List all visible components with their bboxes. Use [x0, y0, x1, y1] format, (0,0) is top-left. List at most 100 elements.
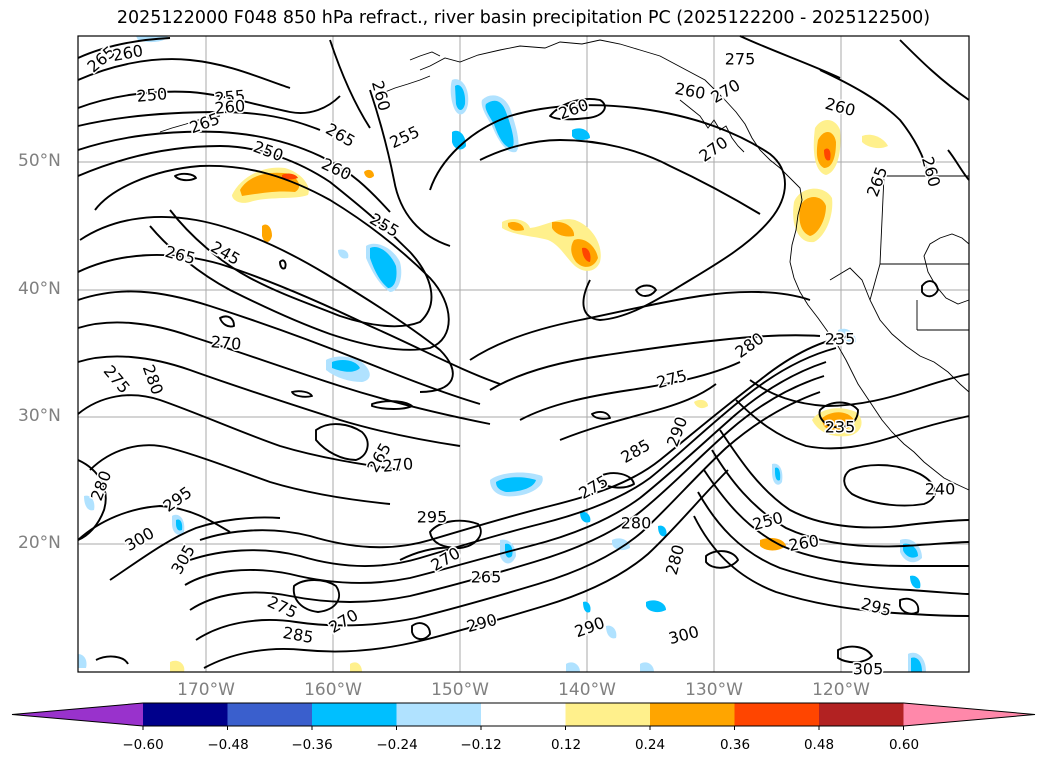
lat-label-50n: 50°N [18, 151, 61, 171]
contour-line [843, 464, 936, 507]
contour-line [899, 597, 920, 615]
contour-label: 270 [210, 332, 242, 354]
contour-line [203, 469, 729, 669]
contour-label: 275 [725, 50, 756, 69]
contour-line [693, 515, 970, 617]
contour-line [89, 444, 391, 505]
refractivity-contours [77, 35, 970, 669]
coastline-line [419, 39, 970, 491]
contour-label: 260 [214, 96, 246, 118]
border-line [869, 175, 969, 331]
precip-positive-areas [170, 119, 888, 672]
contour-line [469, 290, 811, 361]
precip-area [78, 654, 87, 668]
contour-line [77, 394, 401, 471]
contour-label: 255 [214, 86, 246, 108]
contour-line [899, 39, 970, 101]
plot-area [77, 35, 970, 673]
colorbar-segment [312, 703, 397, 726]
contour-line [95, 655, 129, 665]
coastline-line [679, 99, 745, 153]
colorbar-segment [819, 703, 904, 726]
lon-label-160w: 160°W [304, 680, 362, 700]
contour-line [369, 89, 451, 247]
contour-label: 265 [471, 568, 502, 587]
precip-area [496, 477, 536, 492]
contour-line [711, 449, 970, 548]
precip-area [824, 148, 831, 161]
precip-area [694, 399, 708, 409]
contour-line [315, 423, 369, 461]
contour-line [819, 69, 931, 183]
coastline [159, 39, 970, 491]
contour-line [77, 58, 291, 89]
precip-area [84, 495, 95, 511]
colorbar-tick-label: 0.24 [634, 737, 666, 753]
contour-label: 295 [417, 508, 448, 527]
contour-line [429, 519, 482, 549]
colorbar-segment [734, 703, 820, 726]
contour-line [195, 391, 821, 641]
colorbar [11, 702, 1036, 730]
lon-label-130w: 130°W [685, 680, 743, 700]
precip-area [606, 625, 617, 639]
colorbar-segment [227, 703, 313, 726]
contour-line [719, 429, 970, 529]
contour-label: 270 [382, 454, 414, 476]
colorbar-segment [396, 703, 482, 726]
contour-line [77, 505, 231, 541]
contour-line [189, 375, 825, 611]
coastline-line [829, 267, 970, 393]
contour-line [174, 172, 197, 182]
contour-line [109, 516, 281, 581]
contour-label: 235 [825, 418, 856, 437]
colorbar-tick-label: 0.12 [550, 737, 582, 753]
precip-area [580, 511, 591, 523]
precip-area [552, 221, 575, 237]
precip-area [262, 224, 272, 242]
contour-line [77, 130, 391, 213]
precip-area [582, 247, 591, 262]
contour-label: 235 [825, 330, 856, 349]
contour-line [77, 355, 461, 447]
colorbar-extend-min [12, 703, 143, 726]
lat-label-40n: 40°N [18, 279, 61, 299]
precip-negative-areas [78, 36, 926, 672]
contour-line [749, 373, 970, 407]
contour-line [189, 347, 837, 567]
contour-line [559, 383, 717, 441]
colorbar-tick-label: −0.36 [291, 737, 333, 753]
contour-line [199, 335, 851, 549]
contour-line [219, 315, 235, 328]
contour-line [291, 390, 313, 398]
coastline-line [409, 51, 441, 61]
contour-line [705, 550, 739, 569]
contour-line [77, 90, 341, 114]
contour-line [279, 259, 287, 270]
contour-line [591, 410, 611, 420]
colorbar-segment [143, 703, 228, 726]
colorbar-tick-label: −0.60 [122, 737, 164, 753]
contour-line [77, 254, 501, 385]
contour-line [77, 37, 171, 59]
precip-area [903, 543, 918, 558]
precip-area [911, 657, 922, 672]
contour-line [411, 622, 431, 640]
coastline-line [159, 115, 221, 133]
contour-label: 250 [136, 84, 168, 106]
contour-line [489, 334, 821, 391]
coastline-line [923, 233, 970, 305]
lat-label-20n: 20°N [18, 533, 61, 553]
precip-area [332, 360, 360, 372]
contour-label: 240 [925, 480, 956, 499]
colorbar-segment [565, 703, 651, 726]
contour-line [818, 401, 859, 429]
precip-area [455, 84, 466, 110]
contour-line [292, 579, 341, 613]
precip-area [583, 601, 591, 613]
precip-area [485, 100, 514, 148]
precip-area [775, 467, 781, 481]
precip-area [350, 662, 362, 672]
precip-area [862, 134, 888, 149]
colorbar-tick-label: −0.24 [376, 737, 418, 753]
